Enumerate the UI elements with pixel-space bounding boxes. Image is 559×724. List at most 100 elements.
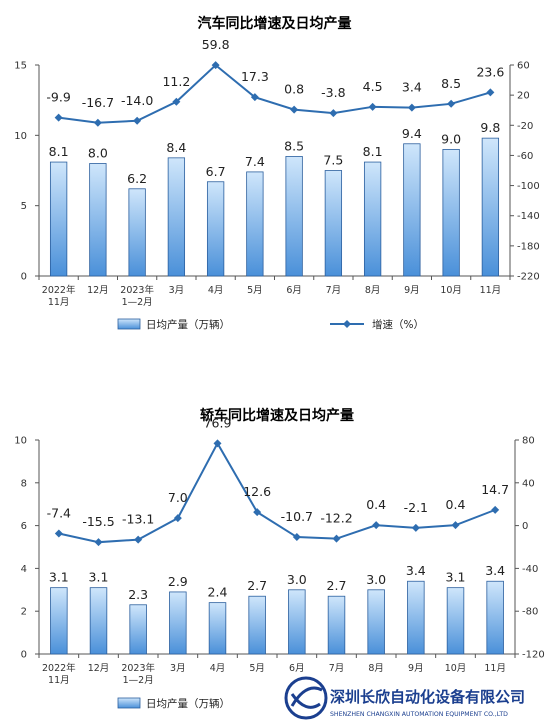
- x-tick-label: 1—2月: [122, 297, 153, 308]
- x-tick-label: 5月: [249, 663, 265, 674]
- growth-line: [58, 441, 496, 544]
- right-tick-label: -20: [517, 121, 533, 132]
- x-tick-label: 8月: [365, 285, 381, 296]
- bar: [327, 595, 346, 655]
- chart-title: 轿车同比增速及日均产量: [200, 407, 354, 424]
- bar-value-label: 3.4: [406, 563, 426, 578]
- left-tick-label: 10: [14, 436, 27, 447]
- bar: [324, 170, 343, 277]
- right-tick-label: -120: [522, 650, 545, 661]
- bar-value-label: 9.0: [441, 131, 461, 146]
- legend-bar-label: 日均产量（万辆）: [146, 697, 230, 710]
- line-value-label: 59.8: [202, 37, 230, 52]
- bar-value-label: 8.4: [166, 140, 186, 155]
- line-value-label: -10.7: [281, 509, 313, 524]
- line-point: [253, 508, 262, 517]
- left-tick-label: 2: [21, 607, 27, 618]
- bar-value-label: 7.4: [245, 154, 265, 169]
- line-point: [407, 103, 416, 112]
- bar-value-label: 3.0: [366, 572, 386, 587]
- bar: [288, 589, 306, 655]
- line-point: [54, 529, 63, 538]
- line-point: [447, 99, 456, 108]
- line-point: [332, 534, 341, 543]
- line-value-label: -13.1: [122, 512, 154, 527]
- right-tick-label: 60: [517, 61, 530, 72]
- line-value-label: 8.5: [441, 76, 461, 91]
- left-tick-label: 4: [21, 564, 27, 575]
- bar-value-label: 3.1: [446, 570, 466, 585]
- line-value-label: -14.0: [121, 93, 153, 108]
- x-tick-label: 4月: [208, 285, 224, 296]
- line-value-label: -15.5: [82, 514, 114, 529]
- legend-line-marker: [343, 320, 351, 328]
- right-tick-label: -180: [517, 241, 540, 252]
- x-tick-label: 1—2月: [123, 675, 154, 686]
- bar-value-label: 7.5: [323, 153, 343, 168]
- logo-name: 深圳长欣自动化设备有限公司: [330, 688, 525, 706]
- bar: [285, 156, 303, 277]
- bar: [128, 188, 146, 277]
- line-value-label: 0.4: [366, 497, 386, 512]
- changxin-logo-icon: [284, 676, 328, 720]
- bar: [446, 587, 465, 655]
- x-tick-label: 8月: [368, 663, 384, 674]
- bar: [206, 181, 225, 277]
- x-tick-label: 6月: [289, 663, 305, 674]
- chart-sedan-output: 轿车同比增速及日均产量0246810-120-80-40040802022年11…: [14, 407, 544, 710]
- bar: [49, 161, 68, 277]
- line-value-label: -7.4: [47, 506, 71, 521]
- line-point: [173, 514, 182, 523]
- line-point: [368, 102, 377, 111]
- bar: [169, 591, 187, 655]
- right-tick-label: -140: [517, 211, 540, 222]
- right-tick-label: 20: [517, 91, 530, 102]
- line-value-label: -3.8: [321, 85, 345, 100]
- x-tick-label: 11月: [484, 663, 506, 674]
- x-tick-label: 11月: [480, 285, 502, 296]
- line-value-label: 12.6: [243, 484, 271, 499]
- x-tick-label: 12月: [87, 285, 109, 296]
- bar: [248, 595, 266, 655]
- line-point: [486, 88, 495, 97]
- bar: [363, 161, 382, 277]
- chart-title: 汽车同比增速及日均产量: [198, 15, 352, 32]
- bar-value-label: 3.4: [485, 563, 505, 578]
- right-tick-label: -40: [522, 564, 538, 575]
- bar: [403, 143, 421, 277]
- x-tick-label: 2022年: [42, 284, 76, 296]
- x-tick-label: 11月: [48, 297, 70, 308]
- growth-line: [58, 63, 491, 124]
- line-value-label: 11.2: [162, 74, 190, 89]
- chart-auto-output: 汽车同比增速及日均产量 0 5 10 15 -220 -180 -140 -100 -60 -20 2…: [14, 15, 539, 331]
- line-value-label: 4.5: [363, 79, 383, 94]
- right-tick-label: -80: [522, 607, 538, 618]
- x-tick-label: 2022年: [42, 662, 76, 674]
- x-tick-label: 6月: [286, 285, 302, 296]
- line-point: [93, 118, 102, 127]
- left-tick-label: 8: [21, 478, 27, 489]
- right-tick-label: -220: [517, 272, 540, 283]
- bar-value-label: 8.1: [363, 144, 383, 159]
- x-tick-label: 3月: [169, 285, 185, 296]
- x-tick-label: 3月: [170, 663, 186, 674]
- bar: [407, 580, 425, 655]
- line-point: [134, 535, 143, 544]
- line-value-label: 76.9: [204, 415, 232, 430]
- left-tick-label: 5: [21, 201, 27, 212]
- x-tick-label: 2023年: [121, 662, 155, 674]
- bar-value-label: 8.0: [88, 145, 108, 160]
- x-tick-label: 5月: [247, 285, 263, 296]
- line-point: [211, 61, 220, 70]
- bar: [167, 157, 186, 277]
- x-tick-label: 2023年: [120, 284, 154, 296]
- x-tick-label: 12月: [88, 663, 110, 674]
- line-point: [250, 93, 259, 102]
- line-point: [94, 538, 103, 547]
- line-value-label: 7.0: [168, 490, 188, 505]
- legend-bar-label: 日均产量（万辆）: [146, 318, 230, 331]
- left-tick-label: 6: [21, 521, 27, 532]
- right-tick-label: 40: [522, 478, 535, 489]
- bar-value-label: 8.1: [49, 144, 69, 159]
